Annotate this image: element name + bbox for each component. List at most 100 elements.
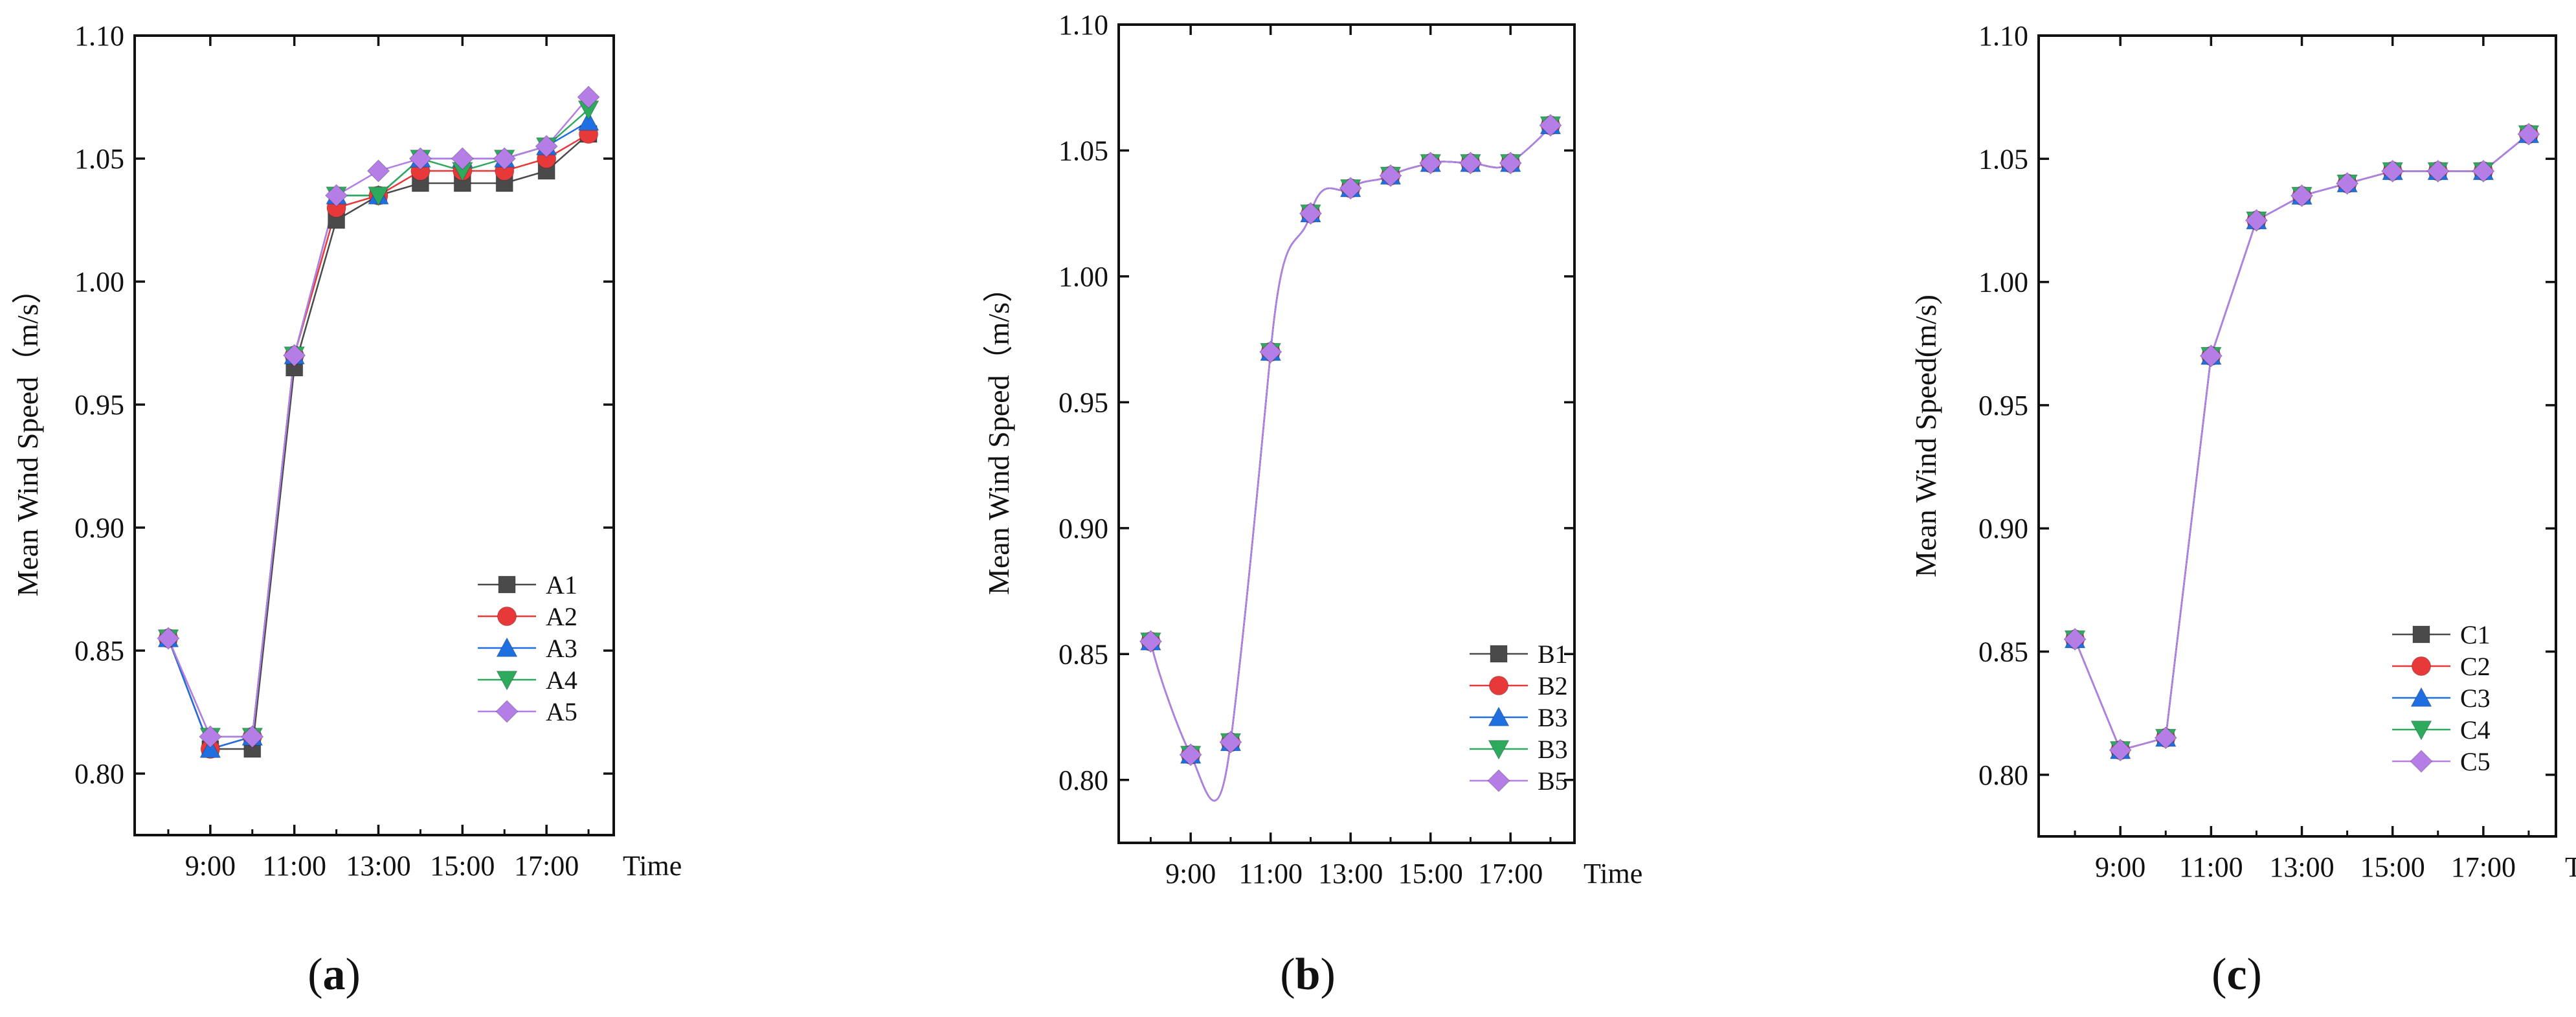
legend-label: B1 bbox=[1538, 640, 1568, 669]
y-tick-label: 0.95 bbox=[74, 389, 124, 421]
legend-label: A2 bbox=[546, 602, 577, 631]
data-point-c5 bbox=[2426, 159, 2450, 183]
legend-label: A1 bbox=[546, 570, 577, 599]
legend-label: C3 bbox=[2460, 684, 2491, 713]
data-point-a5 bbox=[535, 135, 558, 158]
panel-label: (b) bbox=[1280, 950, 1336, 1000]
x-tick-label: 13:00 bbox=[346, 850, 410, 882]
data-point-c5 bbox=[2381, 159, 2404, 183]
plot-frame bbox=[2037, 34, 2557, 838]
data-point-b5 bbox=[1179, 743, 1202, 766]
y-tick-label: 1.05 bbox=[1978, 143, 2028, 175]
y-tick-label: 1.10 bbox=[74, 20, 124, 52]
x-tick-label: 17:00 bbox=[1478, 858, 1543, 889]
data-point-c5 bbox=[2109, 739, 2132, 762]
data-point-a5 bbox=[409, 147, 432, 170]
panel-label-letter: b bbox=[1295, 950, 1321, 1000]
data-point-a3 bbox=[577, 111, 599, 131]
y-tick-label: 1.00 bbox=[1058, 261, 1108, 293]
y-tick-label: 0.95 bbox=[1058, 386, 1108, 418]
y-tick-label: 0.80 bbox=[1978, 759, 2028, 791]
legend-label: A3 bbox=[546, 634, 577, 663]
plot-frame bbox=[133, 34, 615, 836]
x-tick-label: 15:00 bbox=[1398, 858, 1463, 889]
panel-label-close: ) bbox=[346, 950, 361, 1000]
data-point-a5 bbox=[283, 344, 306, 367]
panel-label-letter: c bbox=[2226, 950, 2246, 1000]
panel-label-close: ) bbox=[2247, 950, 2262, 1000]
legend-marker bbox=[2411, 656, 2432, 676]
legend-marker bbox=[497, 606, 517, 627]
legend-label: B5 bbox=[1538, 766, 1568, 796]
legend-marker bbox=[2410, 721, 2432, 741]
panel-label-close: ) bbox=[1320, 950, 1335, 1000]
y-axis-title: Mean Wind Speed（m/s） bbox=[982, 273, 1015, 595]
y-tick-label: 0.90 bbox=[74, 512, 124, 544]
legend-marker bbox=[1487, 769, 1510, 792]
y-tick-label: 0.90 bbox=[1058, 513, 1108, 544]
y-tick-label: 1.00 bbox=[74, 266, 124, 298]
y-tick-label: 0.80 bbox=[1058, 765, 1108, 796]
x-axis-title: Time bbox=[1584, 858, 1642, 889]
panel-label: (a) bbox=[308, 950, 361, 1000]
y-tick-label: 1.05 bbox=[1058, 135, 1108, 166]
legend-label: C5 bbox=[2460, 747, 2491, 776]
data-point-b5 bbox=[1499, 151, 1522, 175]
data-point-c5 bbox=[2063, 627, 2087, 651]
data-point-a5 bbox=[157, 627, 180, 650]
legend-marker bbox=[1490, 645, 1508, 663]
data-point-b5 bbox=[1139, 630, 1163, 653]
x-axis-title: Time bbox=[2565, 851, 2576, 883]
y-tick-label: 1.00 bbox=[1978, 267, 2028, 298]
data-point-c5 bbox=[2199, 344, 2223, 368]
y-tick-label: 0.85 bbox=[1058, 638, 1108, 670]
data-point-a5 bbox=[366, 159, 390, 183]
legend-marker bbox=[498, 576, 516, 594]
x-tick-label: 13:00 bbox=[1318, 858, 1383, 889]
x-tick-label: 11:00 bbox=[2179, 851, 2243, 883]
data-point-a5 bbox=[324, 184, 348, 207]
x-tick-label: 17:00 bbox=[514, 850, 579, 882]
y-axis-title: Mean Wind Speed（m/s） bbox=[11, 274, 44, 596]
data-point-b5 bbox=[1339, 177, 1362, 200]
x-tick-label: 17:00 bbox=[2451, 851, 2516, 883]
data-point-b5 bbox=[1379, 164, 1402, 187]
legend-marker bbox=[2412, 625, 2430, 643]
data-point-b5 bbox=[1259, 340, 1282, 364]
plot-frame bbox=[1117, 23, 1576, 844]
legend-label: A5 bbox=[546, 697, 577, 726]
legend-marker bbox=[1488, 675, 1509, 696]
legend-label: B2 bbox=[1538, 671, 1568, 700]
y-axis-title: Mean Wind Speed(m/s) bbox=[1909, 295, 1942, 577]
data-point-b5 bbox=[1219, 730, 1242, 754]
legend-marker bbox=[496, 671, 518, 691]
data-point-b5 bbox=[1299, 202, 1323, 225]
panel-label: (c) bbox=[2212, 950, 2262, 1000]
data-point-c5 bbox=[2245, 208, 2268, 232]
data-point-a5 bbox=[577, 85, 600, 109]
x-tick-label: 11:00 bbox=[262, 850, 326, 882]
legend-marker bbox=[1488, 740, 1510, 760]
x-tick-label: 9:00 bbox=[2095, 851, 2145, 883]
data-point-c5 bbox=[2472, 159, 2495, 183]
x-tick-label: 15:00 bbox=[430, 850, 495, 882]
data-point-c5 bbox=[2335, 172, 2359, 195]
panel-label-open: ( bbox=[2212, 950, 2226, 1000]
data-point-c5 bbox=[2290, 184, 2314, 208]
data-point-a5 bbox=[493, 147, 516, 170]
x-tick-label: 9:00 bbox=[185, 850, 236, 882]
x-tick-label: 11:00 bbox=[1238, 858, 1303, 889]
x-tick-label: 15:00 bbox=[2360, 851, 2425, 883]
panel-a: 0.80 0.85 0.90 0.95 1.00 1.05 1.10 9:00 11:00 13:… bbox=[11, 20, 682, 1000]
data-point-b5 bbox=[1539, 113, 1562, 137]
legend-marker bbox=[495, 700, 519, 723]
panel-b: 0.80 0.85 0.90 0.95 1.00 1.05 1.10 9:00 11:00 13:… bbox=[982, 9, 1642, 1000]
y-tick-label: 0.95 bbox=[1978, 390, 2028, 421]
y-tick-label: 0.85 bbox=[1978, 636, 2028, 668]
legend-marker bbox=[2410, 750, 2433, 773]
data-point-b5 bbox=[1459, 151, 1483, 175]
y-tick-label: 0.90 bbox=[1978, 513, 2028, 544]
data-point-c5 bbox=[2517, 122, 2540, 146]
